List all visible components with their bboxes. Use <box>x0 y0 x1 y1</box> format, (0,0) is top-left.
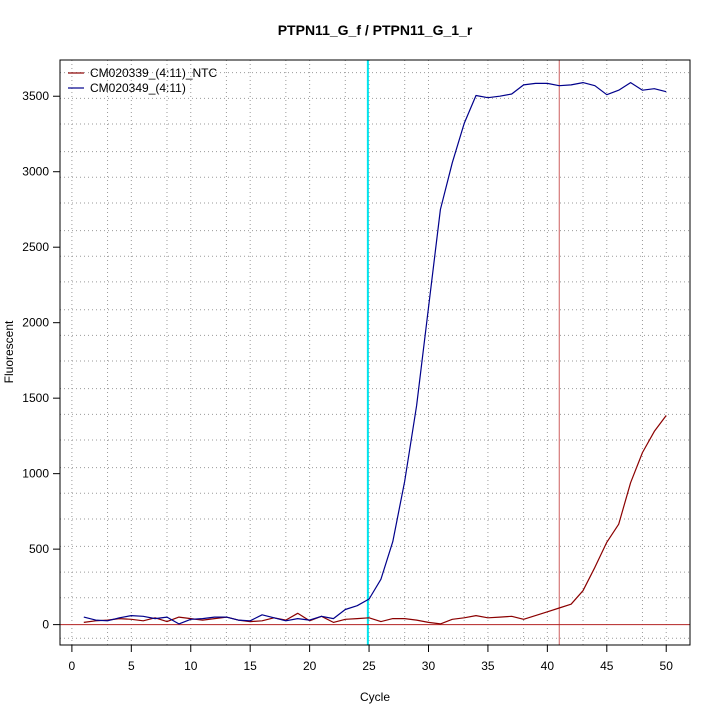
legend-label: CM020349_(4:11) <box>90 81 186 95</box>
y-tick-label: 500 <box>29 542 49 556</box>
x-tick-label: 5 <box>128 659 135 673</box>
y-tick-label: 1500 <box>22 391 49 405</box>
y-tick-label: 1000 <box>22 467 49 481</box>
y-tick-label: 3500 <box>22 89 49 103</box>
series-line-2 <box>83 81 667 625</box>
y-tick-label: 2000 <box>22 316 49 330</box>
x-tick-label: 10 <box>184 659 198 673</box>
y-axis: 0 500 1000 1500 2000 2500 3000 3500 <box>22 89 60 632</box>
plot-frame <box>59 59 691 646</box>
y-tick-label: 0 <box>42 618 49 632</box>
x-tick-label: 45 <box>600 659 614 673</box>
x-axis-label: Cycle <box>360 690 390 704</box>
y-tick-label: 3000 <box>22 165 49 179</box>
x-tick-label: 20 <box>303 659 317 673</box>
x-tick-label: 50 <box>660 659 674 673</box>
series-lines <box>83 81 667 625</box>
x-tick-label: 0 <box>69 659 76 673</box>
x-tick-label: 15 <box>244 659 258 673</box>
vertical-markers <box>366 60 560 645</box>
x-tick-label: 30 <box>422 659 436 673</box>
x-axis: 0 5 10 15 20 25 30 35 40 45 50 <box>69 645 674 673</box>
legend-label: CM020339_(4:11)_NTC <box>90 66 218 80</box>
x-tick-label: 40 <box>541 659 555 673</box>
x-tick-label: 25 <box>362 659 376 673</box>
y-tick-label: 2500 <box>22 240 49 254</box>
x-tick-label: 35 <box>481 659 495 673</box>
grid <box>60 60 690 645</box>
series-line-1 <box>83 415 667 625</box>
y-axis-label: Fluorescent <box>2 320 16 383</box>
chart-title: PTPN11_G_f / PTPN11_G_1_r <box>278 22 473 38</box>
